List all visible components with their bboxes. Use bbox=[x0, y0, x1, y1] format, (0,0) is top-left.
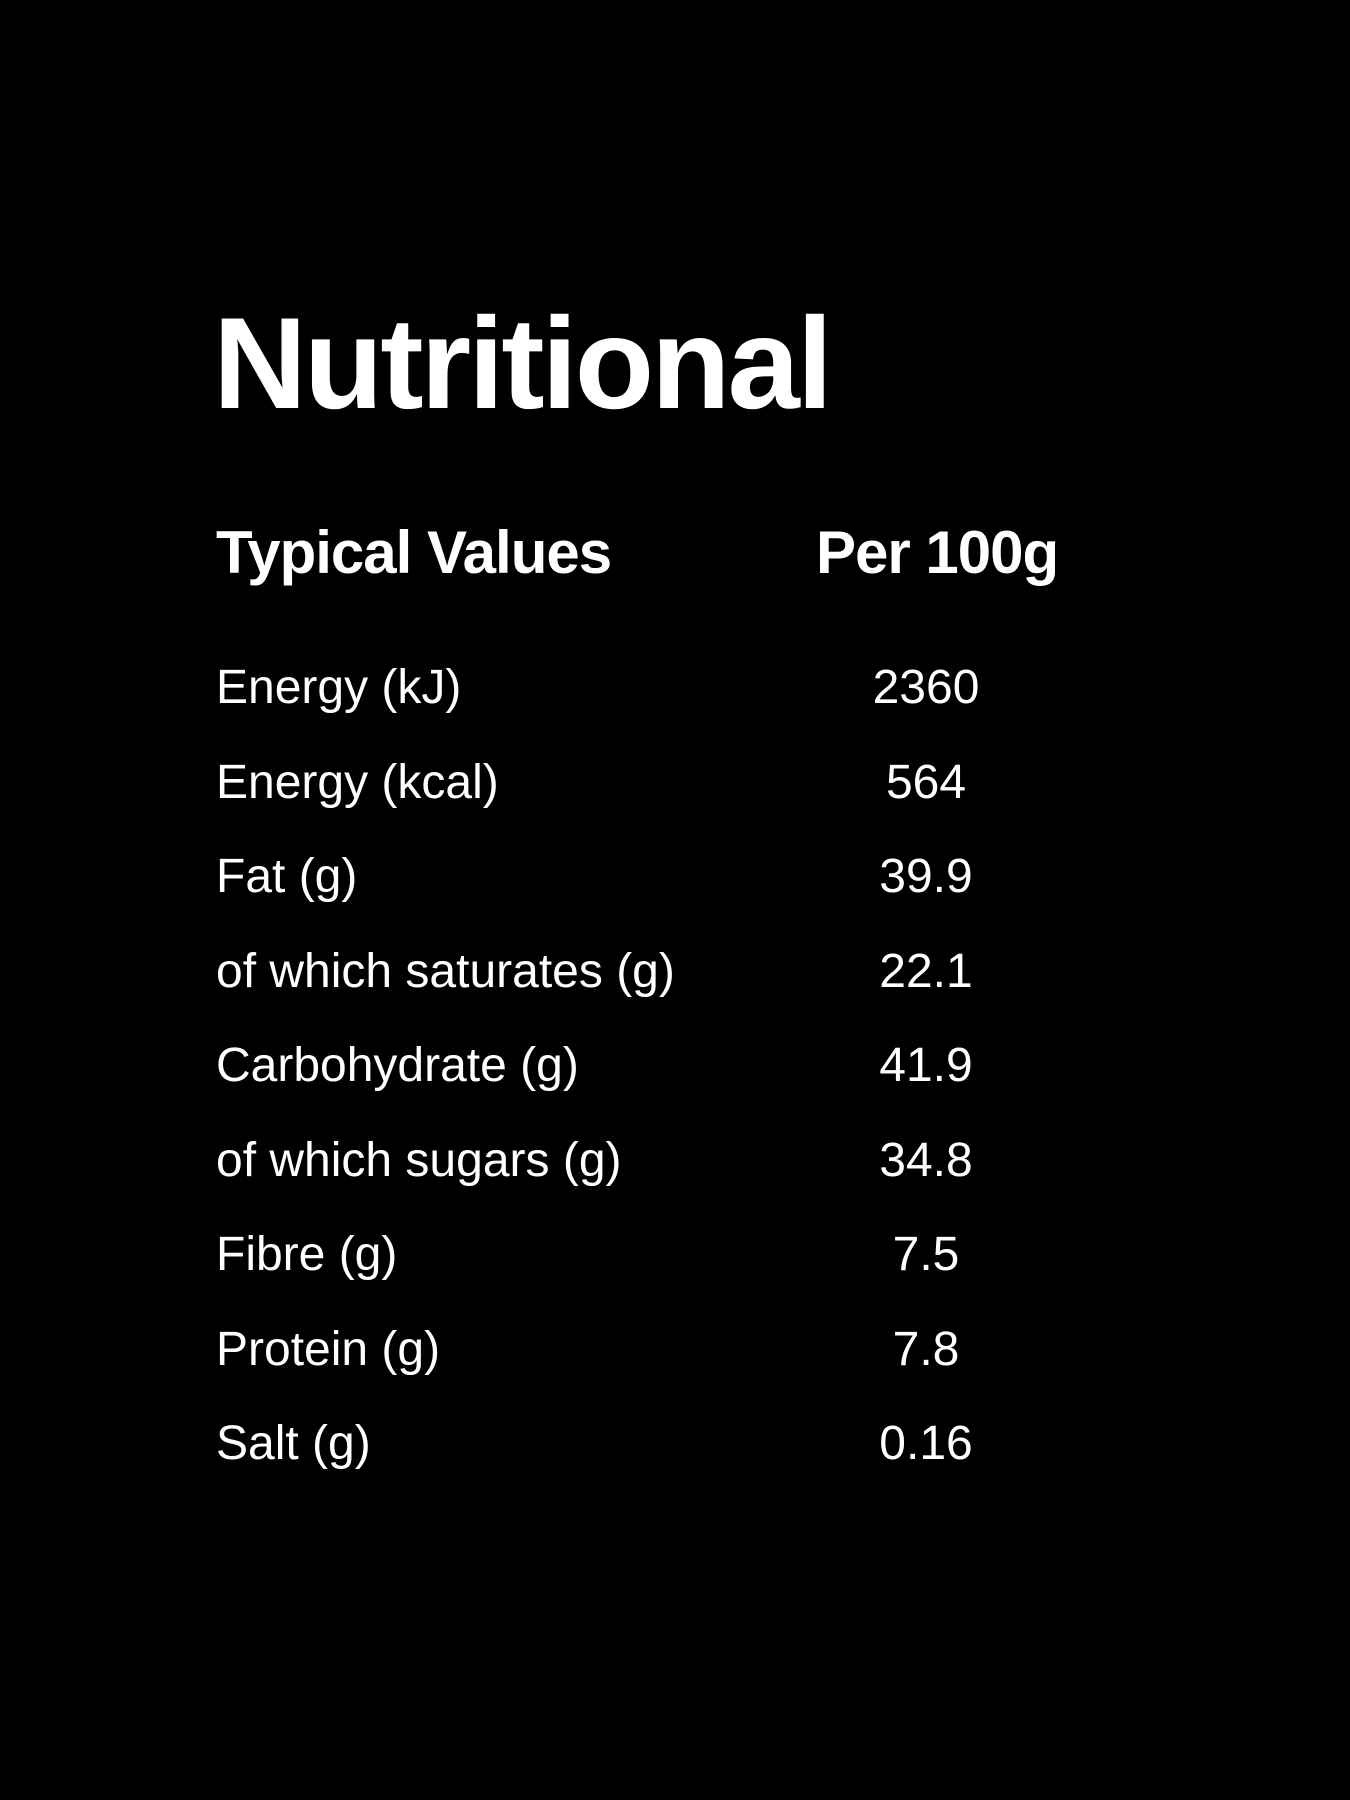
row-label: of which sugars (g) bbox=[216, 1133, 622, 1187]
row-value: 7.5 bbox=[892, 1228, 960, 1281]
row-label: Protein (g) bbox=[216, 1322, 441, 1376]
row-value: 2360 bbox=[872, 661, 980, 714]
table-row: of which sugars (g) 34.8 bbox=[216, 1131, 1116, 1226]
row-value: 7.8 bbox=[892, 1322, 960, 1376]
row-label: Salt (g) bbox=[216, 1417, 371, 1470]
row-value: 0.16 bbox=[879, 1417, 973, 1470]
row-label: Energy (kJ) bbox=[216, 661, 462, 714]
row-value: 41.9 bbox=[879, 1039, 973, 1092]
table-row: Fat (g) 39.9 bbox=[216, 847, 1116, 942]
row-value: 34.8 bbox=[879, 1133, 973, 1187]
table-row: Fibre (g) 7.5 bbox=[216, 1225, 1116, 1320]
row-label: Fibre (g) bbox=[216, 1228, 398, 1281]
row-label: Fat (g) bbox=[216, 850, 358, 903]
table-row: of which saturates (g) 22.1 bbox=[216, 942, 1116, 1037]
table-row: Protein (g) 7.8 bbox=[216, 1320, 1116, 1415]
page-title: Nutritional bbox=[213, 290, 833, 436]
row-label: Energy (kcal) bbox=[216, 755, 499, 809]
row-value: 564 bbox=[885, 755, 967, 809]
header-per-100g: Per 100g bbox=[816, 519, 1059, 586]
table-row: Salt (g) 0.16 bbox=[216, 1414, 1116, 1509]
row-value: 22.1 bbox=[879, 944, 973, 998]
nutrition-table: Energy (kJ) 2360 Energy (kcal) 564 Fat (… bbox=[216, 658, 1116, 1509]
table-row: Carbohydrate (g) 41.9 bbox=[216, 1036, 1116, 1131]
table-row: Energy (kcal) 564 bbox=[216, 753, 1116, 848]
row-value: 39.9 bbox=[879, 850, 973, 903]
table-row: Energy (kJ) 2360 bbox=[216, 658, 1116, 753]
header-typical-values: Typical Values bbox=[216, 519, 612, 586]
row-label: of which saturates (g) bbox=[216, 944, 675, 998]
row-label: Carbohydrate (g) bbox=[216, 1039, 579, 1092]
table-header: Typical Values Per 100g bbox=[216, 518, 1116, 588]
